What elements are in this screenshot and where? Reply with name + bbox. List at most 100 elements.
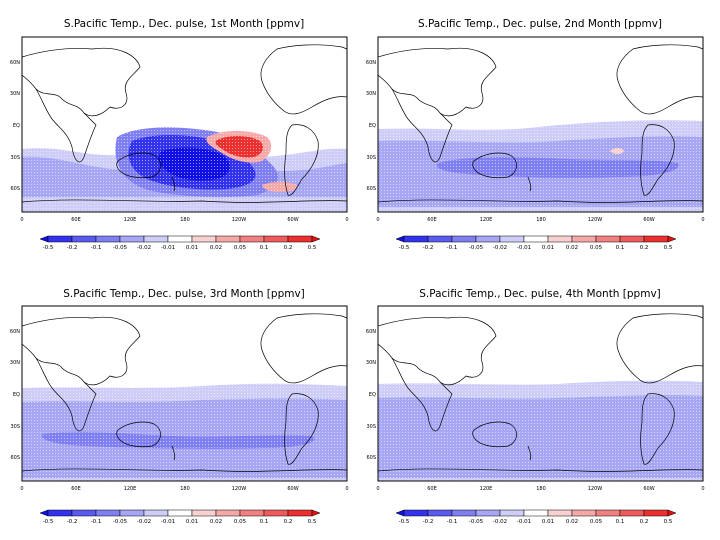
colorbar: -0.5 -0.2 -0.1 -0.05 -0.02 -0.01 0.01 0.02 0.05 0… — [395, 235, 677, 251]
lat-label: EQ — [369, 392, 376, 398]
colorbar-cell — [523, 509, 549, 517]
coastlines — [378, 44, 703, 203]
colorbar-cell — [239, 509, 265, 517]
colorbar-cell — [95, 509, 121, 517]
colorbar-cell — [263, 509, 289, 517]
colorbar-label: 0.05 — [234, 245, 247, 251]
colorbar-label: 0.1 — [616, 245, 625, 251]
colorbar-label: -0.05 — [113, 245, 128, 251]
colorbar-label: 0.05 — [590, 245, 603, 251]
colorbar-cell — [395, 235, 405, 243]
lon-label: 120W — [588, 217, 603, 223]
colorbar-label: -0.01 — [517, 245, 531, 251]
colorbar-label: 0.02 — [566, 245, 578, 251]
lon-label: 0 — [376, 486, 379, 492]
lon-label: 0 — [345, 486, 348, 492]
colorbar-cell — [619, 235, 645, 243]
lat-label: 30S — [10, 424, 20, 430]
panel-title: S.Pacific Temp., Dec. pulse, 2nd Month [… — [418, 18, 662, 30]
colorbar-cell — [167, 235, 193, 243]
lon-label: 60W — [643, 486, 654, 492]
colorbar-cell — [119, 509, 145, 517]
lon-label: 180 — [180, 217, 190, 223]
colorbar-label: 0.01 — [542, 519, 554, 525]
colorbar-cell — [215, 509, 241, 517]
lon-label: 60E — [71, 486, 81, 492]
lat-label: 60N — [10, 329, 20, 335]
colorbar-label: 0.02 — [210, 245, 222, 251]
panel-4 — [377, 305, 704, 482]
colorbar-label: -0.02 — [493, 519, 507, 525]
colorbar-cell — [595, 509, 621, 517]
lon-label: 60E — [427, 486, 437, 492]
lat-axis: 60N 30N EQ 30S 60S 60N 30N EQ 30S 60S 60… — [10, 60, 376, 461]
panel-2 — [377, 36, 704, 213]
colorbar-label: -0.5 — [399, 519, 410, 525]
lat-label: 60S — [366, 455, 376, 461]
lat-label: 30S — [10, 155, 20, 161]
colorbar-label: 0.02 — [210, 519, 222, 525]
map-frame — [21, 36, 348, 213]
colorbar-cell — [643, 235, 669, 243]
lon-label: 0 — [20, 217, 23, 223]
lon-label: 180 — [180, 486, 190, 492]
colorbar-label: -0.2 — [423, 245, 434, 251]
coastlines — [22, 313, 347, 472]
lon-label: 120W — [232, 486, 247, 492]
colorbar-cell — [451, 509, 477, 517]
panel-3 — [21, 305, 348, 482]
lon-label: 0 — [376, 217, 379, 223]
colorbar-label: -0.05 — [469, 245, 484, 251]
lon-axis: 0 60E 120E 180 120W 60W 0 0 60E 120E 180… — [20, 217, 704, 492]
colorbar-cell — [47, 509, 73, 517]
panel-1 — [21, 36, 348, 213]
colorbar-label: 0.2 — [640, 519, 649, 525]
colorbar-cell — [311, 235, 321, 243]
map-frame — [377, 36, 704, 213]
lon-label: 120E — [480, 486, 493, 492]
colorbar-label: -0.2 — [423, 519, 434, 525]
lon-label: 0 — [701, 217, 704, 223]
colorbar-cell — [311, 509, 321, 517]
lon-label: 120E — [124, 486, 137, 492]
colorbar-label: 0.1 — [260, 245, 269, 251]
colorbar-cell — [475, 235, 501, 243]
colorbar-cell — [191, 509, 217, 517]
colorbar-cell — [547, 235, 573, 243]
colorbar-cell — [571, 509, 597, 517]
colorbar-label: -0.1 — [91, 245, 102, 251]
colorbar-label: -0.05 — [469, 519, 484, 525]
panel-title: S.Pacific Temp., Dec. pulse, 1st Month [… — [64, 18, 304, 30]
colorbar-cell — [287, 235, 313, 243]
colorbar-label: -0.5 — [43, 519, 54, 525]
colorbar-cell — [39, 235, 49, 243]
panel-title: S.Pacific Temp., Dec. pulse, 4th Month [… — [419, 288, 661, 300]
colorbar-cell — [95, 235, 121, 243]
colorbar: -0.5 -0.2 -0.1 -0.05 -0.02 -0.01 0.01 0.02 0.05 0… — [39, 235, 321, 251]
map-frame — [377, 305, 704, 482]
colorbar-label: -0.01 — [161, 245, 175, 251]
colorbar-label: -0.2 — [67, 245, 78, 251]
colorbar-cell — [239, 235, 265, 243]
colorbar-label: -0.05 — [113, 519, 128, 525]
colorbar-label: -0.5 — [399, 245, 410, 251]
colorbar-label: 0.1 — [616, 519, 625, 525]
colorbar-cell — [643, 509, 669, 517]
colorbar-cell — [167, 509, 193, 517]
colorbar-label: 0.01 — [186, 245, 198, 251]
lat-label: 30N — [366, 91, 376, 97]
lat-label: 60N — [366, 60, 376, 66]
colorbar-cell — [667, 509, 677, 517]
colorbar-label: 0.5 — [664, 245, 673, 251]
lat-label: 30N — [10, 91, 20, 97]
colorbar-label: 0.02 — [566, 519, 578, 525]
colorbar-cell — [191, 235, 217, 243]
colorbar-label: -0.02 — [137, 519, 151, 525]
colorbar-cell — [667, 235, 677, 243]
colorbar-label: -0.02 — [137, 245, 151, 251]
colorbar-label: 0.5 — [308, 245, 317, 251]
colorbar-cell — [287, 509, 313, 517]
colorbar-cell — [143, 509, 169, 517]
lat-label: 60S — [10, 455, 20, 461]
lon-label: 180 — [536, 486, 546, 492]
